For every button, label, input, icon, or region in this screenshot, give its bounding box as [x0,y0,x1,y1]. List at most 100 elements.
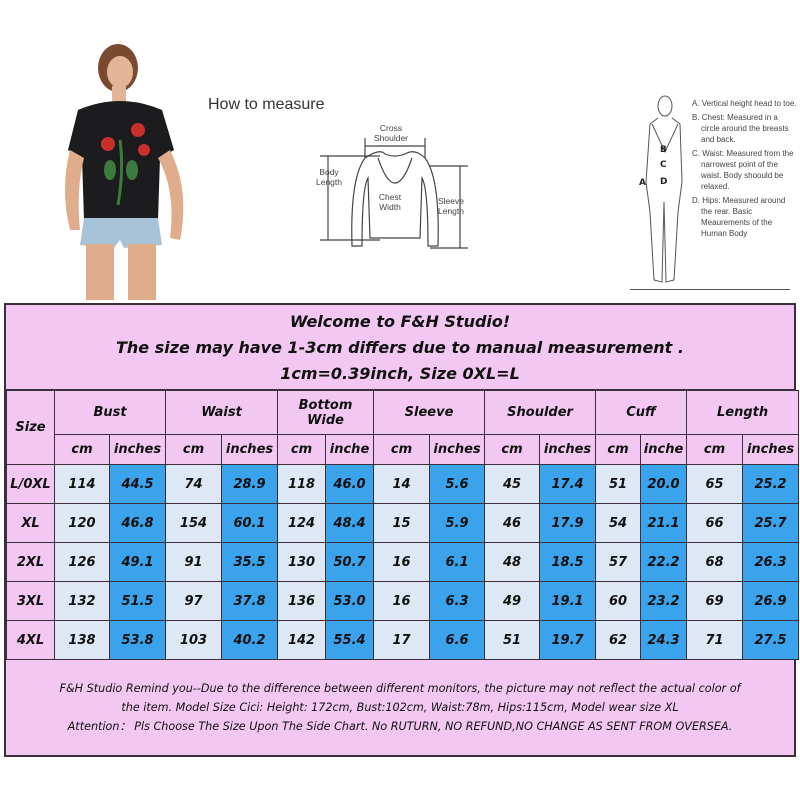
value-cell: 15 [373,503,431,543]
value-cell: 65 [686,464,744,504]
note-b: B. Chest: Measured in a circle around th… [692,113,789,144]
value-cell: 124 [277,503,327,543]
table-row: XL 120 46.8 154 60.1 124 48.4 15 5.9 46 17.9 54 21.1… [6,503,800,543]
note-d: D. Hips: Measured around the rear. Basic… [692,196,786,238]
value-cell: 26.3 [742,542,800,582]
value-cell: 17 [373,620,431,660]
value-cell: 57 [595,542,642,582]
value-cell: 46.0 [325,464,375,504]
value-cell: 18.5 [539,542,597,582]
table-row: 3XL 132 51.5 97 37.8 136 53.0 16 6.3 49 19.1 60 23.2… [6,581,800,621]
title-line: 1cm=0.39inch, Size 0XL=L [280,364,520,383]
value-cell: 71 [686,620,744,660]
size-chart: Welcome to F&H Studio! The size may have… [4,303,800,757]
size-cell: L/0XL [6,464,55,504]
value-cell: 130 [277,542,327,582]
value-cell: 138 [54,620,110,660]
group-header: Cuff [595,390,688,435]
value-cell: 21.1 [640,503,688,543]
value-cell: 37.8 [220,581,279,621]
unit-header: cm [54,434,110,465]
label-b: B [660,145,667,155]
value-cell: 17.9 [539,503,597,543]
value-cell: 20.0 [640,464,688,504]
label-a: A [639,178,646,188]
unit-header: cm [595,434,642,465]
value-cell: 74 [165,464,222,504]
value-cell: 126 [54,542,110,582]
label-c: C [660,160,667,170]
group-header: Length [686,390,800,435]
value-cell: 23.2 [640,581,688,621]
table-row: L/0XL 114 44.5 74 28.9 118 46.0 14 5.6 45 17.4 51 20… [6,464,800,504]
value-cell: 46.8 [109,503,166,543]
value-cell: 54 [595,503,642,543]
chart-title: Welcome to F&H Studio! The size may have… [6,305,794,390]
note-a: A. Vertical height head to toe. [692,99,797,108]
value-cell: 60.1 [220,503,279,543]
value-cell: 51 [484,620,541,660]
size-cell: XL [6,503,55,543]
model-photo [65,44,184,300]
value-cell: 48.4 [325,503,375,543]
sweater-diagram [320,138,468,249]
human-body-diagram: B C D A [639,95,683,283]
value-cell: 17.4 [539,464,597,504]
unit-header: cm [165,434,222,465]
value-cell: 60 [595,581,642,621]
value-cell: 28.9 [220,464,279,504]
size-header: Size [6,390,55,465]
value-cell: 97 [165,581,222,621]
value-cell: 69 [686,581,744,621]
value-cell: 136 [277,581,327,621]
footer-line: F&H Studio Remind you--Due to the differ… [59,682,741,695]
group-header: Waist [164,390,279,435]
value-cell: 6.6 [429,620,486,660]
sleeve-length-label: Sleeve Length [438,196,464,216]
value-cell: 120 [54,503,110,543]
value-cell: 22.2 [640,542,688,582]
size-table: Size Bust Waist Bottom Wide Sleeve Shoulder Cu… [6,390,800,660]
value-cell: 53.0 [325,581,375,621]
table-row: 2XL 126 49.1 91 35.5 130 50.7 16 6.1 48 18.5 57 22.2… [6,542,800,582]
footer-line: Attention： Pls Choose The Size Upon The … [67,720,733,733]
value-cell: 154 [165,503,222,543]
value-cell: 49 [484,581,541,621]
value-cell: 118 [277,464,327,504]
body-measure-notes: A. Vertical height head to toe. B. Chest… [692,98,798,242]
unit-header: cm [373,434,431,465]
group-header: Sleeve [373,390,486,435]
value-cell: 142 [277,620,327,660]
size-cell: 2XL [6,542,55,582]
value-cell: 5.9 [429,503,486,543]
value-cell: 14 [373,464,431,504]
value-cell: 26.9 [742,581,800,621]
value-cell: 51.5 [109,581,166,621]
group-header: Shoulder [484,390,597,435]
value-cell: 16 [373,581,431,621]
value-cell: 6.1 [429,542,486,582]
value-cell: 16 [373,542,431,582]
value-cell: 44.5 [109,464,166,504]
value-cell: 25.7 [742,503,800,543]
value-cell: 49.1 [109,542,166,582]
how-to-measure-heading: How to measure [208,96,325,113]
group-header: Bottom Wide [277,390,375,435]
value-cell: 19.1 [539,581,597,621]
divider [630,289,790,290]
unit-header: inches [109,434,166,465]
value-cell: 62 [595,620,642,660]
value-cell: 6.3 [429,581,486,621]
label-d: D [660,177,667,187]
value-cell: 132 [54,581,110,621]
unit-header: inches [742,434,800,465]
value-cell: 25.2 [742,464,800,504]
unit-header: cm [484,434,541,465]
value-cell: 45 [484,464,541,504]
value-cell: 5.6 [429,464,486,504]
title-line: Welcome to F&H Studio! [289,312,511,331]
value-cell: 68 [686,542,744,582]
unit-header: inches [539,434,597,465]
value-cell: 103 [165,620,222,660]
value-cell: 40.2 [220,620,279,660]
